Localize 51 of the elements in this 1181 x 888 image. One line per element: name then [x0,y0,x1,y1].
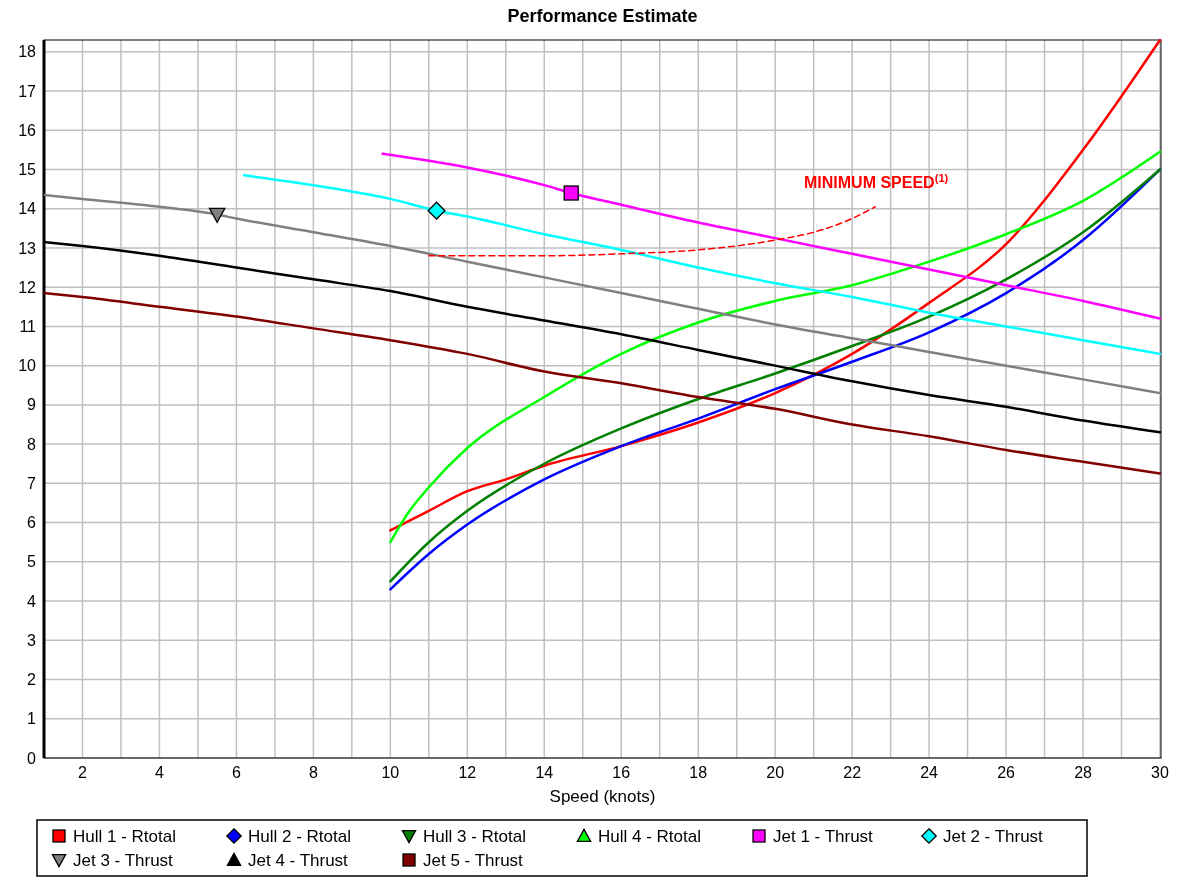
y-tick-label: 14 [18,200,37,218]
x-tick-label: 2 [78,764,88,781]
y-tick-label: 13 [18,239,37,257]
legend-label: Jet 5 - Thrust [423,850,524,870]
x-tick-label: 4 [155,764,164,781]
line-series [242,174,1162,356]
y-tick-label: 16 [18,121,37,139]
y-tick-label: 7 [27,474,37,492]
y-tick-label: 0 [27,749,37,767]
legend-label: Jet 2 - Thrust [943,826,1044,846]
y-tick-label: 1 [27,710,37,728]
y-tick-label: 4 [27,592,37,610]
x-tick-label: 8 [308,764,318,781]
y-tick-label: 8 [27,435,37,453]
y-tick-label: 11 [19,318,37,336]
y-tick-label: 12 [18,278,37,296]
x-tick-label: 24 [920,764,939,781]
x-tick-label: 6 [231,764,241,781]
y-tick-label: 9 [27,396,37,414]
y-tick-label: 2 [27,671,37,689]
x-tick-label: 16 [612,764,631,781]
line-series [44,291,1162,475]
x-tick-label: 10 [381,764,400,781]
y-tick-label: 6 [27,514,37,532]
legend-label: Jet 3 - Thrust [73,850,174,870]
x-tick-label: 26 [997,764,1016,781]
y-tick-label: 17 [18,82,37,100]
x-tick-label: 18 [689,764,708,781]
legend-label: Jet 1 - Thrust [773,826,874,846]
y-tick-label: 3 [27,631,37,649]
annotation: MINIMUM SPEED$^{(1)}$ [803,172,949,191]
y-tick-label: 10 [18,357,37,375]
y-tick-label: 18 [18,43,37,61]
y-tick-label: 15 [18,161,37,179]
x-tick-label: 30 [1151,764,1169,781]
x-tick-label: 22 [843,764,862,781]
chart-title: Performance Estimate [507,6,698,26]
legend-label: Jet 4 - Thrust [248,850,349,870]
x-tick-label: 20 [766,764,785,781]
legend-label: Hull 4 - Rtotal [598,826,701,846]
legend-label: Hull 3 - Rtotal [423,826,526,846]
legend-label: Hull 2 - Rtotal [248,826,351,846]
x-tick-label: 28 [1074,764,1093,781]
x-axis-title: Speed (knots) [549,787,656,806]
y-tick-label: 5 [27,553,37,571]
x-tick-label: 14 [535,764,554,781]
x-tick-label: 12 [458,764,477,781]
legend-label: Hull 1 - Rtotal [73,826,176,846]
line-series [381,152,1162,320]
line-series [428,206,876,257]
line-series [44,193,1162,395]
